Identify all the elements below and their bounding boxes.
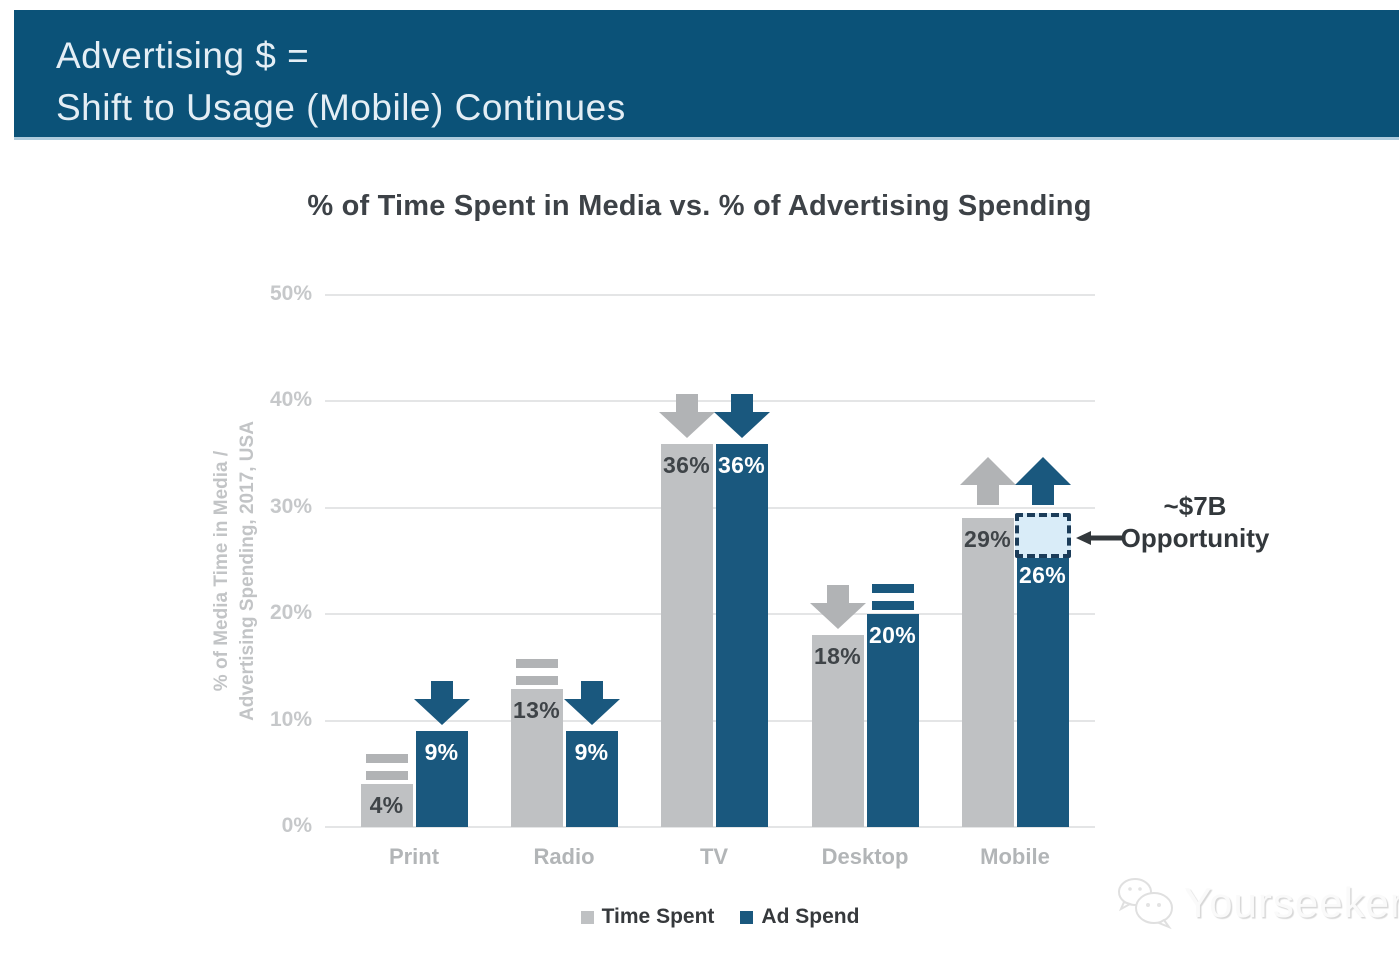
down-trend-icon xyxy=(809,585,866,634)
gridline xyxy=(325,294,1095,296)
x-category-label: TV xyxy=(699,844,729,869)
ad-spend-swatch xyxy=(740,910,754,924)
x-category-label: Radio xyxy=(533,844,595,869)
y-tick-label: 40% xyxy=(269,388,312,412)
ad-spend-bar: 36% xyxy=(715,443,768,827)
x-category-label: Print xyxy=(388,844,440,869)
gridline xyxy=(325,826,1095,828)
opportunity-annotation-line2: Opportunity xyxy=(1120,523,1270,553)
bar-value-label: 20% xyxy=(869,622,916,649)
header-title-line1: Advertising $ = xyxy=(56,35,310,76)
legend-item-time-spent: Time Spent xyxy=(580,905,715,929)
y-axis-label: % of Media Time in Media / Advertising S… xyxy=(209,301,261,841)
y-axis-label-line2: Advertising Spending, 2017, USA xyxy=(237,421,258,721)
time-spent-bar: 13% xyxy=(510,688,563,827)
legend-label-ad-spend: Ad Spend xyxy=(761,905,860,928)
bar-value-label: 18% xyxy=(814,643,861,670)
header-banner: Advertising $ = Shift to Usage (Mobile) … xyxy=(14,10,1399,140)
bar-value-label: 4% xyxy=(369,792,404,819)
down-trend-icon xyxy=(713,393,770,443)
bar-value-label: 36% xyxy=(718,451,765,478)
down-trend-icon xyxy=(563,681,620,730)
x-category-label: Mobile xyxy=(980,844,1050,869)
header-title-line2: Shift to Usage (Mobile) Continues xyxy=(56,87,626,128)
down-trend-icon xyxy=(413,681,470,730)
opportunity-annotation-line1: ~$7B xyxy=(1163,491,1227,521)
equal-trend-icon xyxy=(515,658,558,690)
watermark-text: Yourseeker xyxy=(1184,879,1399,926)
ad-spend-bar: 20% xyxy=(866,614,919,827)
y-tick-label: 50% xyxy=(269,282,312,305)
y-axis-label-line1: % of Media Time in Media / xyxy=(211,450,232,692)
bar-value-label: 9% xyxy=(574,739,609,766)
y-tick-label: 0% xyxy=(281,814,312,837)
up-trend-icon xyxy=(959,457,1016,510)
equal-trend-icon xyxy=(871,584,914,615)
time-spent-bar: 36% xyxy=(660,443,713,827)
equal-trend-icon xyxy=(365,754,408,785)
up-trend-icon xyxy=(1014,457,1071,510)
y-tick-label: 30% xyxy=(269,494,312,518)
annotation-arrow-icon xyxy=(1076,531,1122,545)
legend-item-ad-spend: Ad Spend xyxy=(740,905,859,929)
chart-legend: Time Spent Ad Spend xyxy=(0,905,1399,929)
time-spent-bar: 18% xyxy=(811,635,864,827)
time-spent-bar: 4% xyxy=(360,784,413,827)
watermark: Yourseeker xyxy=(1114,874,1399,932)
time-spent-bar: 29% xyxy=(961,518,1014,827)
gridline xyxy=(325,400,1095,403)
opportunity-annotation: ~$7B Opportunity xyxy=(1120,490,1270,554)
y-tick-label: 20% xyxy=(269,601,312,625)
chat-bubbles-logo-icon xyxy=(1118,878,1173,930)
bar-value-label: 29% xyxy=(964,526,1011,553)
ad-spend-bar: 26% xyxy=(1016,550,1069,827)
bar-value-label: 36% xyxy=(663,451,710,478)
legend-label-time-spent: Time Spent xyxy=(601,905,715,928)
bar-value-label: 26% xyxy=(1019,562,1066,589)
x-category-label: Desktop xyxy=(821,844,909,869)
time-spent-swatch xyxy=(580,910,594,924)
y-tick-label: 10% xyxy=(269,707,312,731)
chart-title: % of Time Spent in Media vs. % of Advert… xyxy=(307,190,1092,222)
opportunity-box xyxy=(1014,513,1071,559)
ad-spend-bar: 9% xyxy=(565,731,618,827)
bar-value-label: 13% xyxy=(513,696,560,723)
down-trend-icon xyxy=(658,393,715,443)
bar-value-label: 9% xyxy=(424,739,459,766)
ad-spend-bar: 9% xyxy=(415,731,468,827)
